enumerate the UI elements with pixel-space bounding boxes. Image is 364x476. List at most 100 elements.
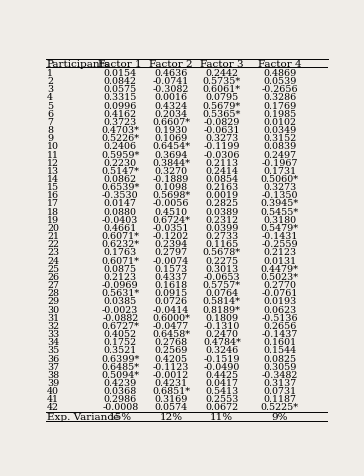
Text: -0.1123: -0.1123 — [153, 362, 189, 371]
Text: 24: 24 — [47, 256, 59, 265]
Text: -0.0969: -0.0969 — [102, 280, 139, 289]
Text: 0.4052: 0.4052 — [104, 329, 137, 338]
Text: 0.0672: 0.0672 — [205, 403, 238, 412]
Text: 0.4162: 0.4162 — [104, 109, 137, 119]
Text: Factor 2: Factor 2 — [149, 60, 193, 69]
Text: 0.2442: 0.2442 — [205, 69, 238, 78]
Text: 0.5225*: 0.5225* — [261, 403, 299, 412]
Text: 15%: 15% — [109, 412, 132, 421]
Text: 0.6458*: 0.6458* — [152, 329, 190, 338]
Text: 0.0399: 0.0399 — [205, 224, 238, 232]
Text: 0.4636: 0.4636 — [154, 69, 188, 78]
Text: 0.0417: 0.0417 — [205, 378, 238, 387]
Text: 2: 2 — [47, 77, 53, 86]
Text: 0.0154: 0.0154 — [104, 69, 137, 78]
Text: 0.0623: 0.0623 — [263, 305, 296, 314]
Text: 0.6727*: 0.6727* — [101, 321, 139, 330]
Text: 7: 7 — [47, 118, 53, 127]
Text: -0.1310: -0.1310 — [203, 321, 240, 330]
Text: Factor 1: Factor 1 — [98, 60, 142, 69]
Text: 0.0862: 0.0862 — [104, 175, 137, 184]
Text: 3: 3 — [47, 85, 53, 94]
Text: 0.0102: 0.0102 — [263, 118, 296, 127]
Text: 31: 31 — [47, 313, 59, 322]
Text: 0.5147*: 0.5147* — [101, 167, 139, 176]
Text: 0.0839: 0.0839 — [263, 142, 296, 151]
Text: 0.0575: 0.0575 — [104, 85, 137, 94]
Text: 0.4479*: 0.4479* — [261, 264, 298, 273]
Text: 28: 28 — [47, 288, 59, 298]
Text: -0.1889: -0.1889 — [153, 175, 189, 184]
Text: 14: 14 — [47, 175, 59, 184]
Text: -0.0403: -0.0403 — [102, 215, 138, 224]
Text: -0.5136: -0.5136 — [261, 313, 298, 322]
Text: 0.4337: 0.4337 — [154, 272, 188, 281]
Text: 0.1618: 0.1618 — [154, 280, 187, 289]
Text: 0.5959*: 0.5959* — [101, 150, 139, 159]
Text: 0.2394: 0.2394 — [154, 240, 188, 249]
Text: -0.0074: -0.0074 — [153, 256, 189, 265]
Text: 0.0915: 0.0915 — [154, 288, 188, 298]
Text: 0.1731: 0.1731 — [263, 167, 296, 176]
Text: 0.1763: 0.1763 — [104, 248, 137, 257]
Text: 0.2414: 0.2414 — [205, 167, 238, 176]
Text: -0.0414: -0.0414 — [153, 305, 189, 314]
Text: 0.2797: 0.2797 — [154, 248, 187, 257]
Text: 29: 29 — [47, 297, 59, 306]
Text: 0.3945*: 0.3945* — [261, 199, 299, 208]
Text: -0.2656: -0.2656 — [261, 85, 298, 94]
Text: 22: 22 — [47, 240, 59, 249]
Text: 0.2034: 0.2034 — [154, 109, 187, 119]
Text: 0.4869: 0.4869 — [263, 69, 296, 78]
Text: 0.6000*: 0.6000* — [152, 313, 190, 322]
Text: 0.5094*: 0.5094* — [101, 370, 139, 379]
Text: 16: 16 — [47, 191, 59, 200]
Text: 13: 13 — [47, 167, 59, 176]
Text: -0.0012: -0.0012 — [153, 370, 189, 379]
Text: 0.0016: 0.0016 — [154, 93, 187, 102]
Text: 34: 34 — [47, 337, 59, 347]
Text: -0.1967: -0.1967 — [261, 159, 298, 168]
Text: 0.6724*: 0.6724* — [152, 215, 190, 224]
Text: 0.3844*: 0.3844* — [152, 159, 190, 168]
Text: 32: 32 — [47, 321, 59, 330]
Text: 0.5060*: 0.5060* — [261, 175, 299, 184]
Text: 0.5698*: 0.5698* — [152, 191, 190, 200]
Text: 0.6071*: 0.6071* — [101, 256, 139, 265]
Text: 11%: 11% — [210, 412, 233, 421]
Text: 0.1985: 0.1985 — [263, 109, 296, 119]
Text: 39: 39 — [47, 378, 59, 387]
Text: 18: 18 — [47, 207, 59, 216]
Text: 0.4239: 0.4239 — [104, 378, 137, 387]
Text: 21: 21 — [47, 232, 59, 240]
Text: 0.3723: 0.3723 — [104, 118, 137, 127]
Text: 0.2770: 0.2770 — [263, 280, 296, 289]
Text: -0.3530: -0.3530 — [102, 191, 139, 200]
Text: -0.0741: -0.0741 — [153, 77, 189, 86]
Text: -0.0761: -0.0761 — [261, 288, 298, 298]
Text: 0.3059: 0.3059 — [263, 362, 296, 371]
Text: 0.4510: 0.4510 — [154, 207, 187, 216]
Text: -0.0008: -0.0008 — [102, 403, 138, 412]
Text: 0.5455*: 0.5455* — [261, 207, 299, 216]
Text: 0.0389: 0.0389 — [205, 207, 238, 216]
Text: 0.0854: 0.0854 — [205, 175, 238, 184]
Text: 0.4661: 0.4661 — [104, 224, 137, 232]
Text: 1: 1 — [47, 69, 53, 78]
Text: -0.1431: -0.1431 — [261, 232, 298, 240]
Text: 0.6454*: 0.6454* — [152, 142, 190, 151]
Text: 0.2123: 0.2123 — [263, 248, 296, 257]
Text: 0.2553: 0.2553 — [205, 395, 238, 404]
Text: 0.3286: 0.3286 — [263, 93, 296, 102]
Text: 0.1809: 0.1809 — [205, 313, 238, 322]
Text: 0.2497: 0.2497 — [263, 150, 296, 159]
Text: 0.6232*: 0.6232* — [101, 240, 139, 249]
Text: Participants: Participants — [47, 60, 110, 69]
Text: 0.1930: 0.1930 — [154, 126, 188, 135]
Text: 26: 26 — [47, 272, 59, 281]
Text: 0.4205: 0.4205 — [154, 354, 187, 363]
Text: 0.5479*: 0.5479* — [261, 224, 299, 232]
Text: 0.5023*: 0.5023* — [261, 272, 299, 281]
Text: 42: 42 — [47, 403, 59, 412]
Text: 0.4425: 0.4425 — [205, 370, 238, 379]
